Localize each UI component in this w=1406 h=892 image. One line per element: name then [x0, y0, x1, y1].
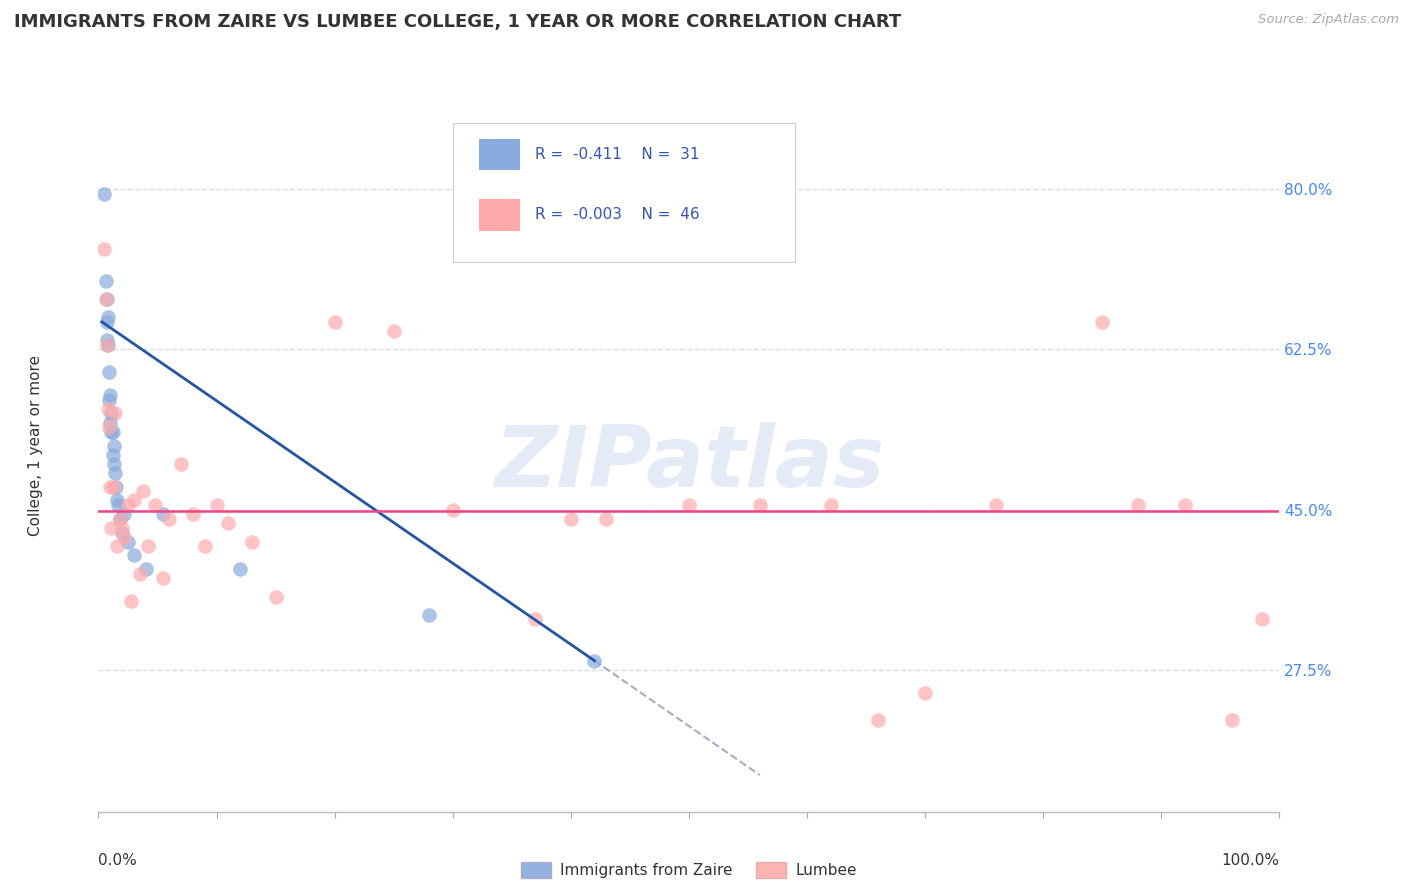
Point	[107, 498, 129, 512]
Point	[560, 512, 582, 526]
Point	[111, 525, 134, 540]
Point	[117, 498, 139, 512]
Point	[103, 457, 125, 471]
Point	[136, 539, 159, 553]
Point	[866, 713, 889, 727]
Text: 100.0%: 100.0%	[1222, 854, 1279, 869]
Point	[98, 480, 121, 494]
Point	[595, 512, 617, 526]
Point	[93, 186, 115, 201]
Point	[97, 401, 120, 416]
Point	[135, 562, 157, 576]
Point	[96, 333, 118, 347]
Point	[205, 498, 228, 512]
Point	[96, 338, 118, 352]
Point	[382, 324, 405, 338]
Point	[820, 498, 842, 512]
Point	[111, 521, 134, 535]
Text: College, 1 year or more: College, 1 year or more	[28, 356, 42, 536]
Bar	[478, 200, 520, 231]
Point	[105, 493, 128, 508]
Point	[108, 512, 131, 526]
Bar	[478, 139, 520, 170]
Point	[152, 507, 174, 521]
Point	[1174, 498, 1197, 512]
Point	[97, 310, 120, 325]
Point	[128, 566, 150, 581]
Point	[112, 530, 135, 544]
Text: R =  -0.003    N =  46: R = -0.003 N = 46	[536, 207, 700, 222]
Point	[100, 425, 122, 439]
Point	[157, 512, 180, 526]
Point	[98, 392, 121, 407]
Point	[583, 654, 606, 668]
Point	[441, 502, 464, 516]
Point	[264, 590, 287, 604]
Point	[748, 498, 770, 512]
Point	[117, 534, 139, 549]
Point	[96, 292, 118, 306]
FancyBboxPatch shape	[453, 123, 796, 262]
Point	[100, 521, 122, 535]
Point	[104, 466, 127, 480]
Point	[108, 512, 131, 526]
Point	[678, 498, 700, 512]
Point	[112, 507, 135, 521]
Text: R =  -0.411    N =  31: R = -0.411 N = 31	[536, 146, 700, 161]
Point	[240, 534, 263, 549]
Point	[217, 516, 239, 531]
Point	[96, 315, 118, 329]
Text: IMMIGRANTS FROM ZAIRE VS LUMBEE COLLEGE, 1 YEAR OR MORE CORRELATION CHART: IMMIGRANTS FROM ZAIRE VS LUMBEE COLLEGE,…	[14, 13, 901, 31]
Point	[94, 292, 117, 306]
Point	[101, 480, 124, 494]
Point	[1091, 315, 1114, 329]
Point	[984, 498, 1007, 512]
Point	[101, 448, 124, 462]
Point	[181, 507, 204, 521]
Point	[103, 438, 125, 452]
Point	[418, 607, 440, 622]
Legend: Immigrants from Zaire, Lumbee: Immigrants from Zaire, Lumbee	[515, 856, 863, 884]
Point	[1220, 713, 1243, 727]
Point	[1126, 498, 1149, 512]
Point	[152, 571, 174, 585]
Text: Source: ZipAtlas.com: Source: ZipAtlas.com	[1258, 13, 1399, 27]
Point	[98, 365, 121, 379]
Text: ZIPatlas: ZIPatlas	[494, 422, 884, 506]
Point	[323, 315, 346, 329]
Point	[105, 539, 128, 553]
Point	[122, 549, 145, 563]
Point	[121, 594, 143, 608]
Point	[143, 498, 166, 512]
Point	[170, 457, 193, 471]
Point	[98, 416, 121, 430]
Point	[132, 484, 155, 499]
Point	[524, 612, 547, 626]
Point	[122, 493, 145, 508]
Point	[97, 338, 120, 352]
Point	[229, 562, 252, 576]
Text: 0.0%: 0.0%	[98, 854, 138, 869]
Point	[94, 274, 117, 288]
Point	[101, 425, 124, 439]
Point	[98, 388, 121, 402]
Point	[105, 480, 128, 494]
Point	[100, 407, 122, 421]
Point	[1250, 612, 1272, 626]
Point	[93, 242, 115, 256]
Point	[98, 420, 121, 434]
Point	[104, 407, 127, 421]
Point	[914, 686, 936, 700]
Point	[194, 539, 217, 553]
